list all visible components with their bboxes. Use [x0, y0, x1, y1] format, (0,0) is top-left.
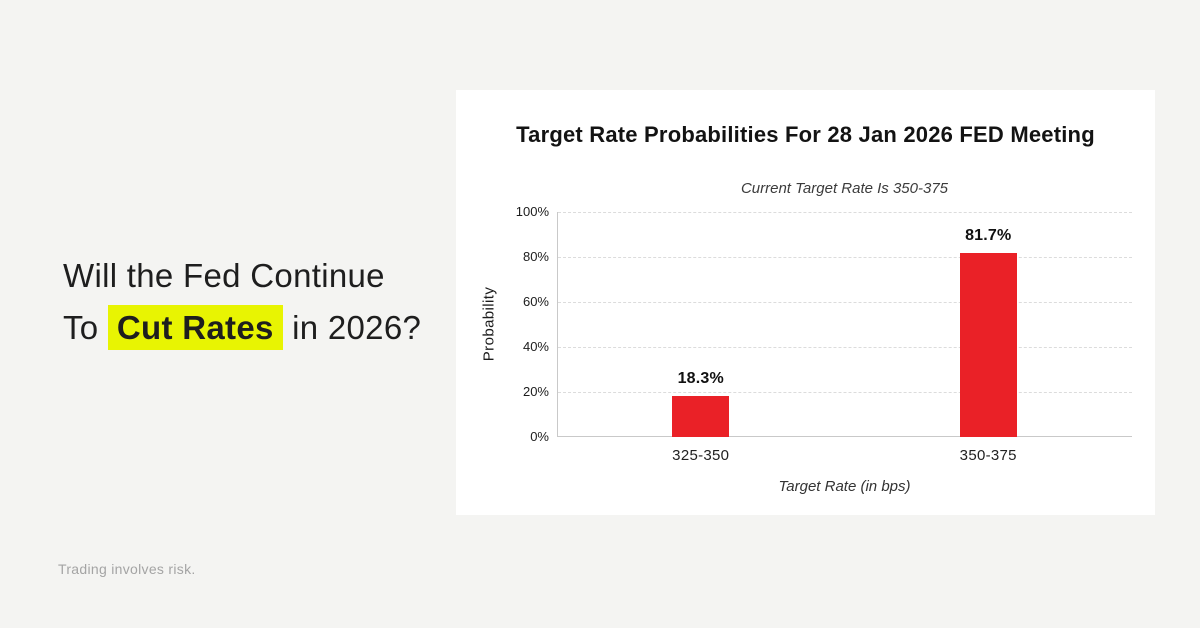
y-axis-tick-label: 100% [515, 204, 549, 219]
headline-line2-prefix: To [63, 309, 108, 346]
y-axis-label: Probability [480, 286, 498, 362]
x-axis-ticks: 325-350 350-375 [557, 447, 1132, 464]
gridline [558, 257, 1132, 258]
disclaimer-text: Trading involves risk. [58, 561, 196, 577]
bar-series: 18.3% 81.7% [557, 212, 1132, 437]
bar-325-350 [672, 395, 730, 437]
chart-title: Target Rate Probabilities For 28 Jan 202… [516, 122, 1095, 147]
chart-subtitle: Current Target Rate Is 350-375 [740, 180, 949, 197]
x-axis-tick-label: 325-350 [672, 447, 730, 464]
bar-group: 18.3% [557, 212, 845, 437]
headline: Will the Fed Continue To Cut Rates in 20… [63, 250, 483, 354]
y-axis-tick-label: 0% [530, 429, 549, 444]
y-axis-tick-label: 40% [522, 339, 549, 354]
chart-card: Target Rate Probabilities For 28 Jan 202… [456, 90, 1155, 515]
y-axis-tick-label: 20% [522, 384, 549, 399]
x-axis-tick-label: 350-375 [959, 447, 1017, 464]
bar-value-label: 81.7% [965, 227, 1012, 245]
x-axis-label: Target Rate (in bps) [778, 478, 911, 495]
plot-area [557, 212, 1132, 437]
headline-line2-suffix: in 2026? [282, 309, 422, 346]
headline-highlight: Cut Rates [107, 305, 283, 350]
bar-group: 81.7% [845, 212, 1133, 437]
gridline [558, 212, 1132, 213]
headline-line1: Will the Fed Continue [63, 257, 385, 294]
bar-350-375 [959, 253, 1017, 437]
bar-value-label: 18.3% [677, 369, 724, 387]
gridline [558, 302, 1132, 303]
y-axis-tick-label: 80% [522, 249, 549, 264]
gridline [558, 392, 1132, 393]
y-axis-tick-label: 60% [522, 294, 549, 309]
gridline [558, 347, 1132, 348]
